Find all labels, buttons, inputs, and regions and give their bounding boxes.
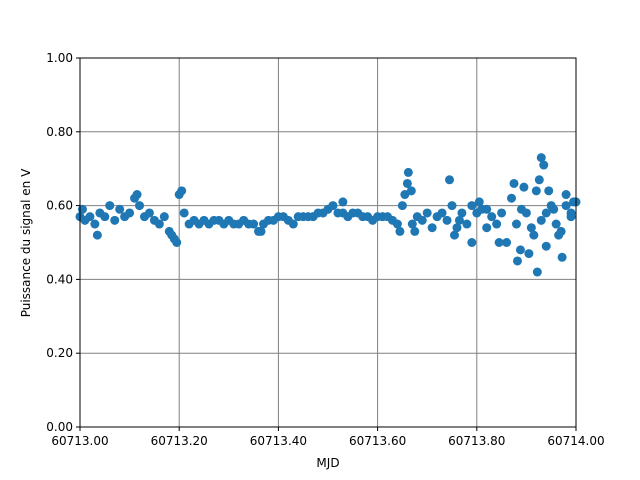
point [467,238,477,247]
y-tick-label: 0.20 [46,346,73,360]
point [532,267,542,277]
point [541,208,551,218]
point [509,178,519,188]
point [566,212,576,222]
point [144,208,154,218]
point [125,208,135,218]
point [534,175,544,185]
point [474,197,484,207]
point [515,245,525,255]
point [437,208,447,218]
point [449,230,459,240]
point [397,201,407,211]
x-tick-label: 60713.60 [349,434,406,448]
point [410,226,420,236]
point [135,201,145,211]
point [422,208,432,218]
point [549,204,559,214]
point [482,204,492,214]
point [487,212,497,222]
point [561,190,571,200]
point [457,208,467,218]
point [402,178,412,188]
point [256,226,266,236]
point [551,219,561,229]
point [529,230,539,240]
point [427,223,437,233]
point [90,219,100,229]
point [569,197,579,207]
y-tick-label: 1.00 [46,51,73,65]
point [544,186,554,196]
point [512,256,522,266]
point [511,219,521,229]
point [524,249,534,259]
point [482,223,492,233]
point [105,201,115,211]
x-axis-label: MJD [316,456,339,470]
point [167,230,177,240]
point [507,193,517,203]
x-tick-label: 60713.20 [151,434,208,448]
point [554,230,564,240]
point [249,219,259,229]
point [172,238,182,247]
x-tick-label: 60713.80 [448,434,505,448]
point [541,241,551,251]
point [177,186,187,196]
x-tick-label: 60713.00 [51,434,108,448]
point [452,223,462,233]
point [462,219,472,229]
point [403,167,413,177]
point [392,219,402,229]
point [132,190,142,200]
point [115,204,125,214]
point [338,197,348,207]
point [288,219,298,229]
x-tick-label: 60714.00 [547,434,604,448]
point [519,182,529,192]
x-tick-label: 60713.40 [250,434,307,448]
point [536,215,546,225]
point [442,215,452,225]
point [539,160,549,170]
point [521,208,531,218]
point [159,212,169,222]
point [536,153,546,163]
point [526,223,536,233]
point [531,186,541,196]
point [92,230,102,240]
point [179,208,189,218]
y-tick-label: 0.60 [46,199,73,213]
point [561,201,571,211]
plot-frame [79,57,577,428]
point [454,215,464,225]
point [502,238,512,247]
y-tick-label: 0.00 [46,420,73,434]
point [492,219,502,229]
y-tick-label: 0.80 [46,125,73,139]
y-tick-label: 0.40 [46,272,73,286]
point [328,201,338,211]
point [154,219,164,229]
point [467,201,477,211]
point [77,204,87,214]
point [497,208,507,218]
point [557,252,567,262]
point [494,238,504,247]
y-axis-label: Puissance du signal en V [19,168,33,317]
point [406,186,416,196]
point [407,219,417,229]
point [417,215,427,225]
point [445,175,455,185]
point [100,212,110,222]
point [110,215,120,225]
point [395,226,405,236]
point [85,212,95,222]
point [447,201,457,211]
